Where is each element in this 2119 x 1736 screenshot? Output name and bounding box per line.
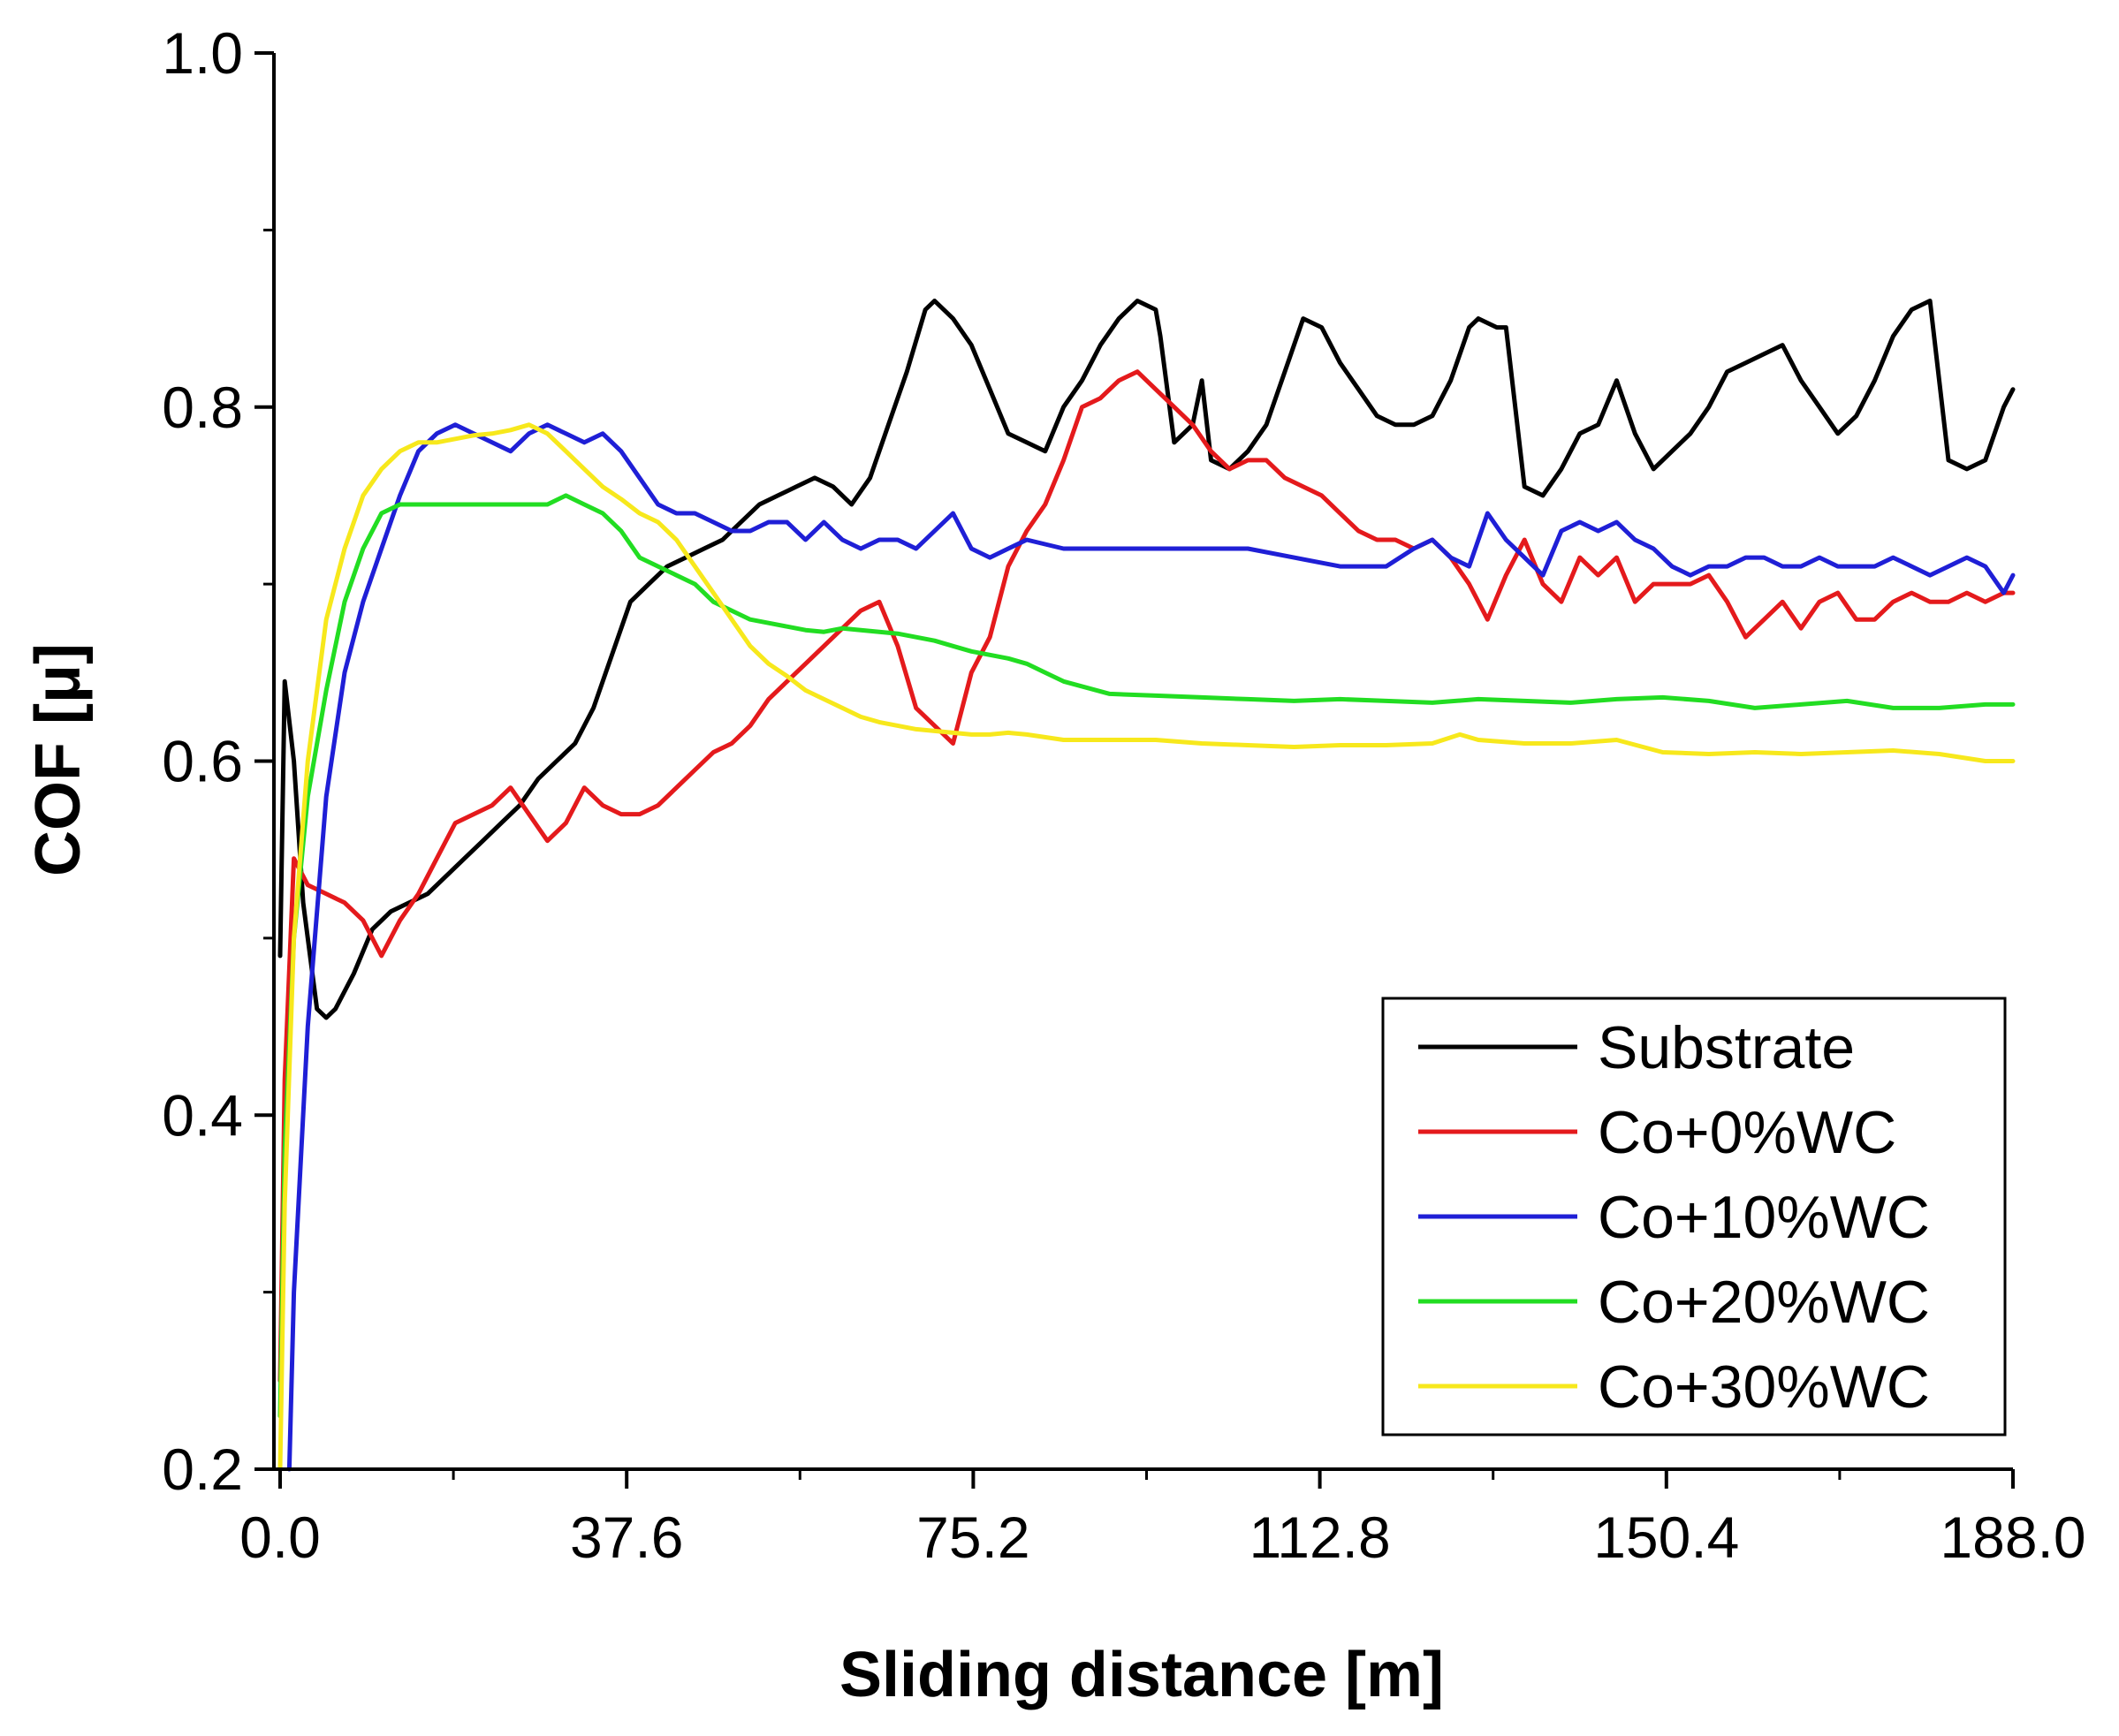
x-axis-title: Sliding distance [m] bbox=[839, 1640, 1444, 1710]
y-tick-label: 0.4 bbox=[162, 1082, 243, 1148]
series-line-4 bbox=[277, 493, 2016, 1419]
x-tick-label: 0.0 bbox=[239, 1505, 321, 1570]
legend-label-2: Co+0%WC bbox=[1598, 1099, 1896, 1166]
series-line-1 bbox=[277, 299, 2016, 1020]
ticks-layer: 0.0 37.6 75.2 112.8 150.4 188.0 0.2 0.4 0.6 0.8 1.… bbox=[162, 20, 2085, 1570]
x-tick-label: 37.6 bbox=[570, 1505, 683, 1570]
legend: Substrate Co+0%WC Co+10%WC Co+20%WC Co+30%WC bbox=[1381, 997, 2007, 1437]
series-line-5 bbox=[277, 422, 2016, 1472]
x-tick-label: 150.4 bbox=[1593, 1505, 1739, 1570]
legend-label-1: Substrate bbox=[1598, 1014, 1855, 1081]
legend-label-4: Co+20%WC bbox=[1598, 1269, 1930, 1336]
x-tick-label: 112.8 bbox=[1249, 1505, 1390, 1570]
y-tick-label: 0.8 bbox=[162, 375, 243, 440]
x-tick-label: 75.2 bbox=[916, 1505, 1029, 1570]
y-tick-label: 0.2 bbox=[162, 1437, 243, 1502]
series-line-3 bbox=[286, 422, 2016, 1472]
y-axis-title: COF [μ] bbox=[23, 643, 94, 876]
y-tick-label: 0.6 bbox=[162, 729, 243, 794]
legend-label-5: Co+30%WC bbox=[1598, 1353, 1930, 1421]
series-layer bbox=[277, 299, 2016, 1472]
x-tick-label: 188.0 bbox=[1940, 1505, 2085, 1570]
legend-label-3: Co+10%WC bbox=[1598, 1184, 1930, 1251]
y-tick-label: 1.0 bbox=[162, 20, 243, 86]
series-line-2 bbox=[277, 369, 2016, 1383]
